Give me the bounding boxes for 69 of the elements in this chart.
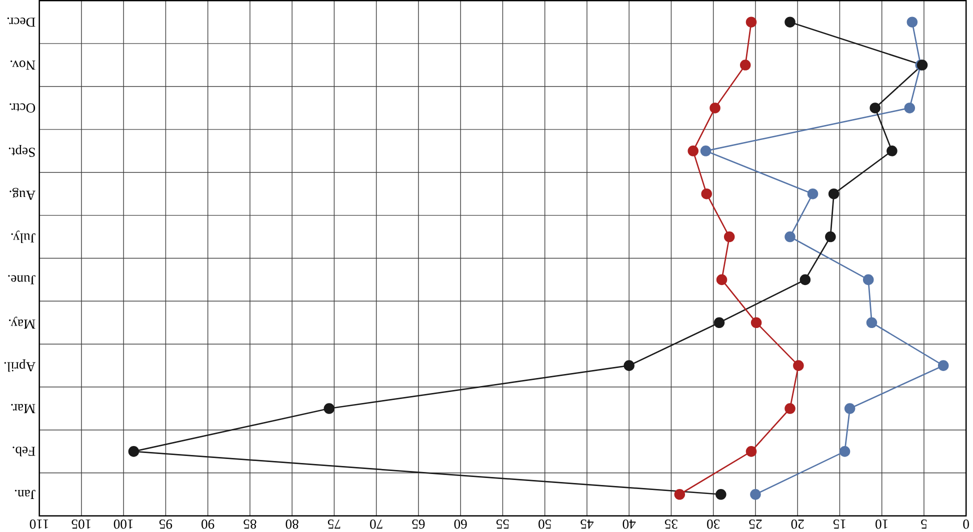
y-tick-label: Nov. xyxy=(10,60,36,70)
x-tick-label: 5 xyxy=(921,519,927,528)
x-tick-label: 50 xyxy=(538,519,551,529)
x-tick-label: 30 xyxy=(707,519,720,529)
x-tick-label: 45 xyxy=(580,519,594,529)
x-tick-label: 10 xyxy=(876,519,888,529)
y-tick-label: April. xyxy=(4,359,36,372)
y-tick-label: July. xyxy=(11,230,36,243)
point xyxy=(793,360,804,371)
point xyxy=(710,102,720,114)
point xyxy=(844,403,856,414)
point xyxy=(746,446,757,457)
x-tick-label: 90 xyxy=(202,519,214,529)
point xyxy=(800,274,811,285)
y-tick-label: Sept. xyxy=(8,144,35,157)
point xyxy=(324,403,335,414)
x-tick-label: 110 xyxy=(30,519,48,529)
point xyxy=(828,188,840,200)
y-tick-label: Feb. xyxy=(12,446,36,456)
point xyxy=(906,16,918,28)
x-tick-label: 70 xyxy=(370,519,382,529)
point xyxy=(716,488,726,500)
x-tick-label: 100 xyxy=(114,519,133,529)
point xyxy=(700,145,712,156)
x-tick-label: 20 xyxy=(791,519,804,529)
point xyxy=(624,360,634,371)
point xyxy=(862,274,874,285)
x-tick-label: 85 xyxy=(244,519,256,529)
x-tick-label: 55 xyxy=(496,519,509,528)
point xyxy=(674,488,686,500)
point xyxy=(750,488,761,500)
point xyxy=(784,403,796,414)
x-tick-label: 35 xyxy=(664,519,678,529)
point xyxy=(904,102,916,114)
point xyxy=(746,16,757,28)
point xyxy=(825,231,836,242)
x-tick-label: 15 xyxy=(833,519,846,529)
point xyxy=(886,145,898,156)
x-tick-label: 75 xyxy=(328,519,340,528)
y-tick-label: Jan. xyxy=(14,490,36,499)
point xyxy=(866,317,878,328)
point xyxy=(938,360,949,371)
point xyxy=(740,60,751,70)
x-tick-label: 105 xyxy=(72,519,90,529)
point xyxy=(807,188,818,200)
y-tick-label: Mar. xyxy=(11,404,36,413)
x-tick-label: 40 xyxy=(622,519,636,529)
y-tick-label: Aug. xyxy=(10,188,36,200)
point xyxy=(839,446,850,457)
point xyxy=(784,231,796,242)
y-tick-label: Decr. xyxy=(7,17,36,27)
point xyxy=(128,446,140,457)
point xyxy=(688,145,699,156)
y-tick-label: June. xyxy=(8,275,36,284)
point xyxy=(784,16,796,28)
point xyxy=(701,188,712,200)
x-tick-label: 60 xyxy=(454,519,467,529)
point xyxy=(870,102,880,114)
x-tick-label: 80 xyxy=(286,519,298,529)
x-tick-label: 95 xyxy=(159,519,172,529)
x-tick-label: 25 xyxy=(749,519,762,529)
x-tick-label: 0 xyxy=(963,519,969,529)
point xyxy=(716,274,728,285)
y-tick-label: May. xyxy=(9,316,36,328)
x-tick-label: 65 xyxy=(412,519,425,529)
point xyxy=(750,317,762,328)
point xyxy=(724,231,735,242)
y-tick-label: Octr. xyxy=(10,103,36,112)
point xyxy=(714,317,725,328)
